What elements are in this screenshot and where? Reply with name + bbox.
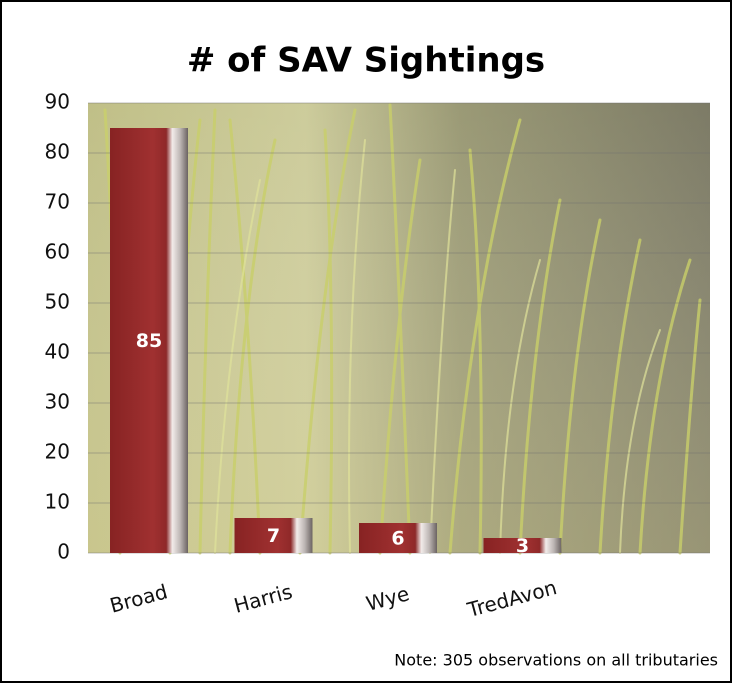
value-label: 3: [516, 535, 529, 557]
bar-tint: [359, 523, 416, 553]
value-label: 85: [136, 330, 162, 352]
bar: [359, 523, 437, 553]
y-tick-label: 40: [45, 340, 70, 364]
bar: [110, 128, 188, 553]
y-tick-label: 30: [45, 390, 70, 414]
annotation: Note: 305 observations on all tributarie…: [394, 651, 718, 670]
bar: [234, 518, 313, 553]
bar: [483, 538, 562, 553]
y-tick-label: 10: [45, 490, 70, 514]
y-tick-label: 70: [45, 190, 70, 214]
value-label: 6: [391, 528, 404, 550]
bar-tint: [234, 518, 291, 553]
chart-title: # of SAV Sightings: [187, 41, 545, 81]
y-tick-label: 50: [45, 290, 70, 314]
plot-background: [88, 103, 710, 555]
y-tick-label: 0: [57, 540, 70, 564]
y-tick-label: 90: [45, 90, 70, 114]
bar-tint: [483, 538, 540, 553]
y-tick-label: 80: [45, 140, 70, 164]
y-tick-label: 60: [45, 240, 70, 264]
y-tick-label: 20: [45, 440, 70, 464]
value-label: 7: [267, 525, 280, 547]
bar-tint: [110, 128, 167, 553]
